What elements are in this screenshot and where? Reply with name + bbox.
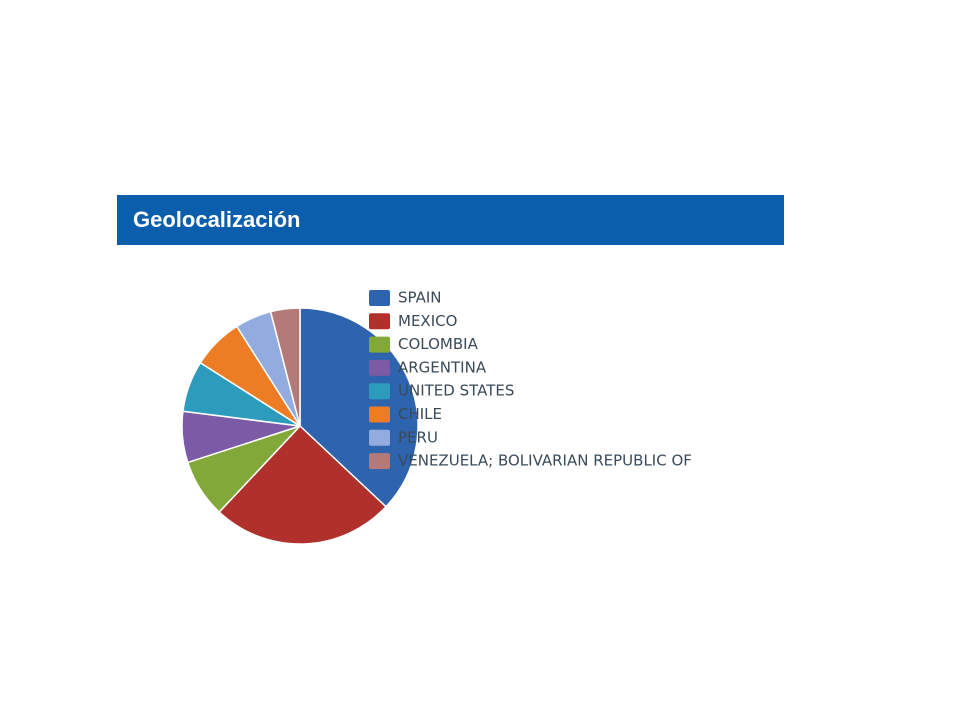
legend-swatch [369, 453, 390, 470]
legend-label: COLOMBIA [398, 335, 479, 353]
legend-swatch [369, 313, 390, 330]
legend-swatch [369, 336, 390, 353]
legend-label: CHILE [398, 405, 442, 423]
legend-swatch [369, 383, 390, 400]
legend-label: UNITED STATES [398, 382, 514, 400]
header-bar: Geolocalización [117, 195, 784, 245]
legend-label: ARGENTINA [398, 358, 487, 376]
chart-title: Geolocalización [133, 207, 301, 232]
legend-label: MEXICO [398, 312, 457, 330]
legend-swatch [369, 290, 390, 306]
legend-label: VENEZUELA; BOLIVARIAN REPUBLIC OF [398, 452, 692, 470]
legend-label: SPAIN [398, 289, 442, 307]
legend-swatch [369, 406, 390, 423]
legend-label: PERU [398, 428, 438, 446]
legend-swatch [369, 359, 390, 376]
pie-slice [218, 424, 388, 545]
legend-swatch [369, 429, 390, 446]
pie-slice [269, 307, 301, 427]
